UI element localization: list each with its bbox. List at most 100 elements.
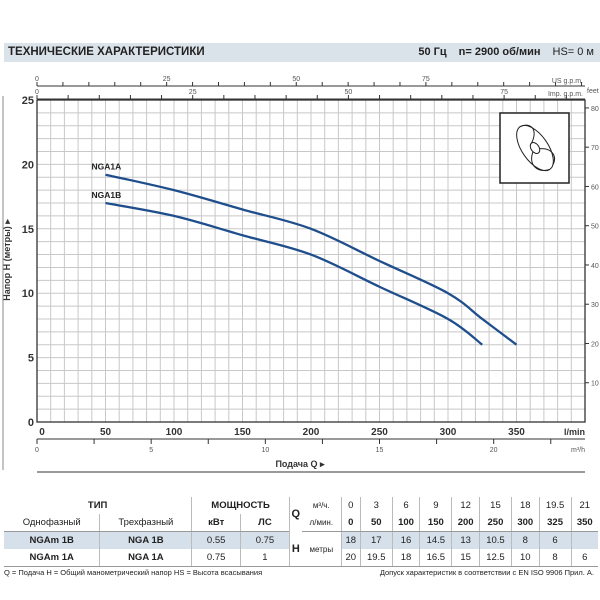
x-tick-label: 50: [100, 427, 112, 438]
single-phase-header: Однофазный: [4, 514, 100, 532]
hp-value: 0.75: [240, 531, 290, 549]
axis-unit-label: US g.p.m.: [552, 78, 583, 85]
three-phase-header: Трехфазный: [99, 514, 192, 532]
m3h-value: 0: [340, 497, 361, 514]
footer: Q = Подача H = Общий манометрический нап…: [4, 568, 598, 577]
axis-unit-label: Imp. g.p.m.: [548, 91, 583, 98]
axis-tick-label: 25: [163, 76, 171, 83]
head-value: 6: [538, 531, 572, 549]
head-value: 12.5: [478, 549, 512, 567]
y-tick-label: 10: [22, 288, 34, 300]
plot-frame: [36, 99, 586, 423]
x-tick-label: 300: [440, 427, 457, 438]
lmin-value: 100: [391, 514, 420, 532]
axis-tick-label: 25: [189, 89, 197, 96]
power-header: МОЩНОСТЬ: [191, 497, 290, 514]
h-label: H: [288, 531, 302, 567]
lmin-value: 325: [538, 514, 572, 532]
axis-tick-label: 20: [490, 447, 498, 454]
m3h-value: 6: [391, 497, 420, 514]
m3h-value: 15: [478, 497, 512, 514]
impeller-icon: [516, 124, 555, 172]
y-tick-label: 25: [22, 95, 34, 107]
axis-tick-label: 0: [35, 89, 39, 96]
head-value: 18: [340, 531, 361, 549]
lmin-value: 250: [478, 514, 512, 532]
head-value: 18: [391, 549, 420, 567]
suction-height: HS= 0 м: [552, 46, 595, 58]
y-axis-title: Напор H (метры) ▸: [2, 219, 12, 301]
head-value: 6: [570, 549, 598, 567]
lmin-value: 350: [570, 514, 598, 532]
head-value: 8: [538, 549, 572, 567]
x-axis-title: Подача Q ▸: [275, 459, 325, 469]
axis-tick-label: 70: [591, 145, 599, 152]
axis-tick-label: 80: [591, 106, 599, 113]
table-row: NGAm 1A NGA 1A 0.75 1 20 19.5 18 16.5 15 12.5…: [4, 549, 598, 567]
head-value: 14.5: [419, 531, 452, 549]
axis-tick-label: 10: [261, 447, 269, 454]
section-title: ТЕХНИЧЕСКИЕ ХАРАКТЕРИСТИКИ: [8, 46, 205, 58]
axis-unit-label: feet: [587, 88, 599, 95]
lmin-value: 200: [451, 514, 480, 532]
x-tick-label: 250: [371, 427, 388, 438]
axis-tick-label: 0: [35, 76, 39, 83]
axis-tick-label: 30: [591, 302, 599, 309]
y-tick-label: 20: [22, 159, 34, 171]
m3h-unit: м³/ч.: [312, 501, 330, 510]
tolerance-note: Допуск характеристик в соответствии с EN…: [379, 568, 594, 577]
q-label: Q: [288, 497, 302, 532]
head-value: 19.5: [359, 549, 393, 567]
head-value: 10.5: [478, 531, 512, 549]
m3h-value: 3: [359, 497, 393, 514]
axis-tick-label: 10: [591, 381, 599, 388]
legend-text: Q = Подача H = Общий манометрический нап…: [4, 568, 263, 577]
series-label: NGA1B: [92, 190, 122, 200]
y-tick-label: 15: [22, 224, 34, 236]
axis-tick-label: 60: [591, 184, 599, 191]
axis-tick-label: 0: [35, 447, 39, 454]
hp-header: ЛС: [240, 514, 290, 532]
lmin-value: 300: [510, 514, 540, 532]
axis-tick-label: 5: [149, 447, 153, 454]
series-label: NGA1A: [92, 162, 122, 172]
x-tick-label: 100: [166, 427, 183, 438]
axis-tick-label: 50: [345, 89, 353, 96]
model-three: NGA 1A: [99, 549, 192, 567]
lmin-unit: л/мин.: [301, 514, 342, 532]
type-header: ТИП: [87, 500, 108, 511]
y-tick-label: 0: [28, 417, 34, 429]
head-value: 16.5: [419, 549, 452, 567]
kw-value: 0.75: [191, 549, 241, 567]
head-value: 16: [391, 531, 420, 549]
speed: n= 2900 об/мин: [458, 46, 541, 58]
performance-table: ТИП МОЩНОСТЬ Q м³/ч. 0 3 6 9 12 15 18 19.5 21 Од…: [4, 497, 598, 567]
kw-header: кВт: [191, 514, 241, 532]
head-value: 13: [451, 531, 480, 549]
m3h-value: 18: [510, 497, 540, 514]
series-line-nga1a: [105, 173, 518, 346]
x-tick-label: 0: [39, 427, 45, 438]
axis-tick-label: 50: [292, 76, 300, 83]
lmin-value: 50: [359, 514, 393, 532]
table-row: NGAm 1B NGA 1B 0.55 0.75 H метры 18 17 16 1…: [4, 531, 598, 567]
axis-tick-label: 40: [591, 263, 599, 270]
kw-value: 0.55: [191, 531, 241, 549]
axis-tick-label: 75: [422, 76, 430, 83]
head-value: 17: [359, 531, 393, 549]
lmin-value: 150: [419, 514, 452, 532]
head-value: 8: [510, 531, 540, 549]
axis-tick-label: 15: [376, 447, 384, 454]
x-tick-label: 200: [303, 427, 320, 438]
m3h-value: 19.5: [538, 497, 572, 514]
model-three: NGA 1B: [99, 531, 192, 549]
hp-value: 1: [240, 549, 290, 567]
meters-unit: метры: [301, 531, 342, 567]
m3h-value: 9: [419, 497, 452, 514]
head-value: 15: [451, 549, 480, 567]
frequency: 50 Гц: [418, 46, 447, 58]
axis-unit-label: m³/h: [571, 447, 585, 454]
y-tick-label: 5: [28, 353, 34, 365]
series-line-nga1b: [105, 201, 483, 346]
